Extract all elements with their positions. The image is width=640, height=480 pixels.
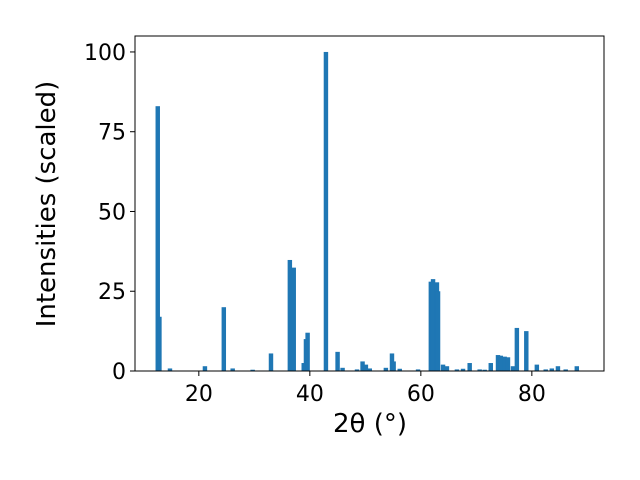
y-tick-label: 75 [98, 121, 126, 146]
bar [415, 369, 421, 371]
bar [360, 361, 365, 371]
bar [221, 307, 227, 371]
x-tick-label: 20 [185, 382, 213, 407]
bar [498, 355, 503, 371]
bar [435, 291, 441, 371]
bar [167, 368, 173, 371]
bar [155, 106, 160, 371]
bar [157, 316, 162, 371]
bar [534, 364, 540, 371]
bar [467, 363, 472, 371]
y-tick-label: 50 [98, 200, 126, 225]
bar [268, 353, 274, 371]
x-axis-label: 2θ (°) [333, 409, 407, 439]
bar [555, 366, 561, 371]
bar [250, 369, 255, 371]
bar [563, 369, 568, 371]
bar [202, 366, 208, 371]
bar [335, 351, 340, 371]
bar [488, 363, 493, 371]
bar [391, 361, 396, 371]
bar [323, 51, 329, 371]
bar [383, 367, 389, 371]
bar [444, 366, 450, 371]
bar [477, 369, 482, 371]
bar [514, 327, 520, 371]
bar [354, 369, 360, 371]
bar [549, 368, 555, 371]
bar [524, 331, 529, 371]
plot-frame [134, 35, 605, 372]
x-tick-label: 80 [518, 382, 546, 407]
bar [363, 364, 369, 371]
x-tick-label: 40 [296, 382, 324, 407]
bar [291, 267, 296, 371]
bar [305, 332, 310, 371]
bar [543, 369, 548, 371]
bar [340, 367, 345, 371]
bar [397, 368, 402, 371]
y-tick-label: 100 [84, 41, 126, 66]
bar [460, 368, 466, 371]
x-tick-label: 60 [407, 382, 435, 407]
bar [287, 259, 293, 371]
bar [574, 366, 580, 371]
bar [502, 356, 507, 371]
bar [230, 368, 235, 371]
bar [482, 369, 487, 371]
y-axis-label: Intensities (scaled) [32, 81, 62, 328]
bar [367, 368, 372, 371]
bar [430, 279, 436, 371]
bar [505, 357, 511, 371]
bar [440, 364, 446, 371]
y-tick-label: 0 [112, 360, 126, 385]
bar [495, 355, 501, 371]
bar [454, 369, 460, 371]
bar [510, 366, 516, 371]
y-tick-label: 25 [98, 280, 126, 305]
